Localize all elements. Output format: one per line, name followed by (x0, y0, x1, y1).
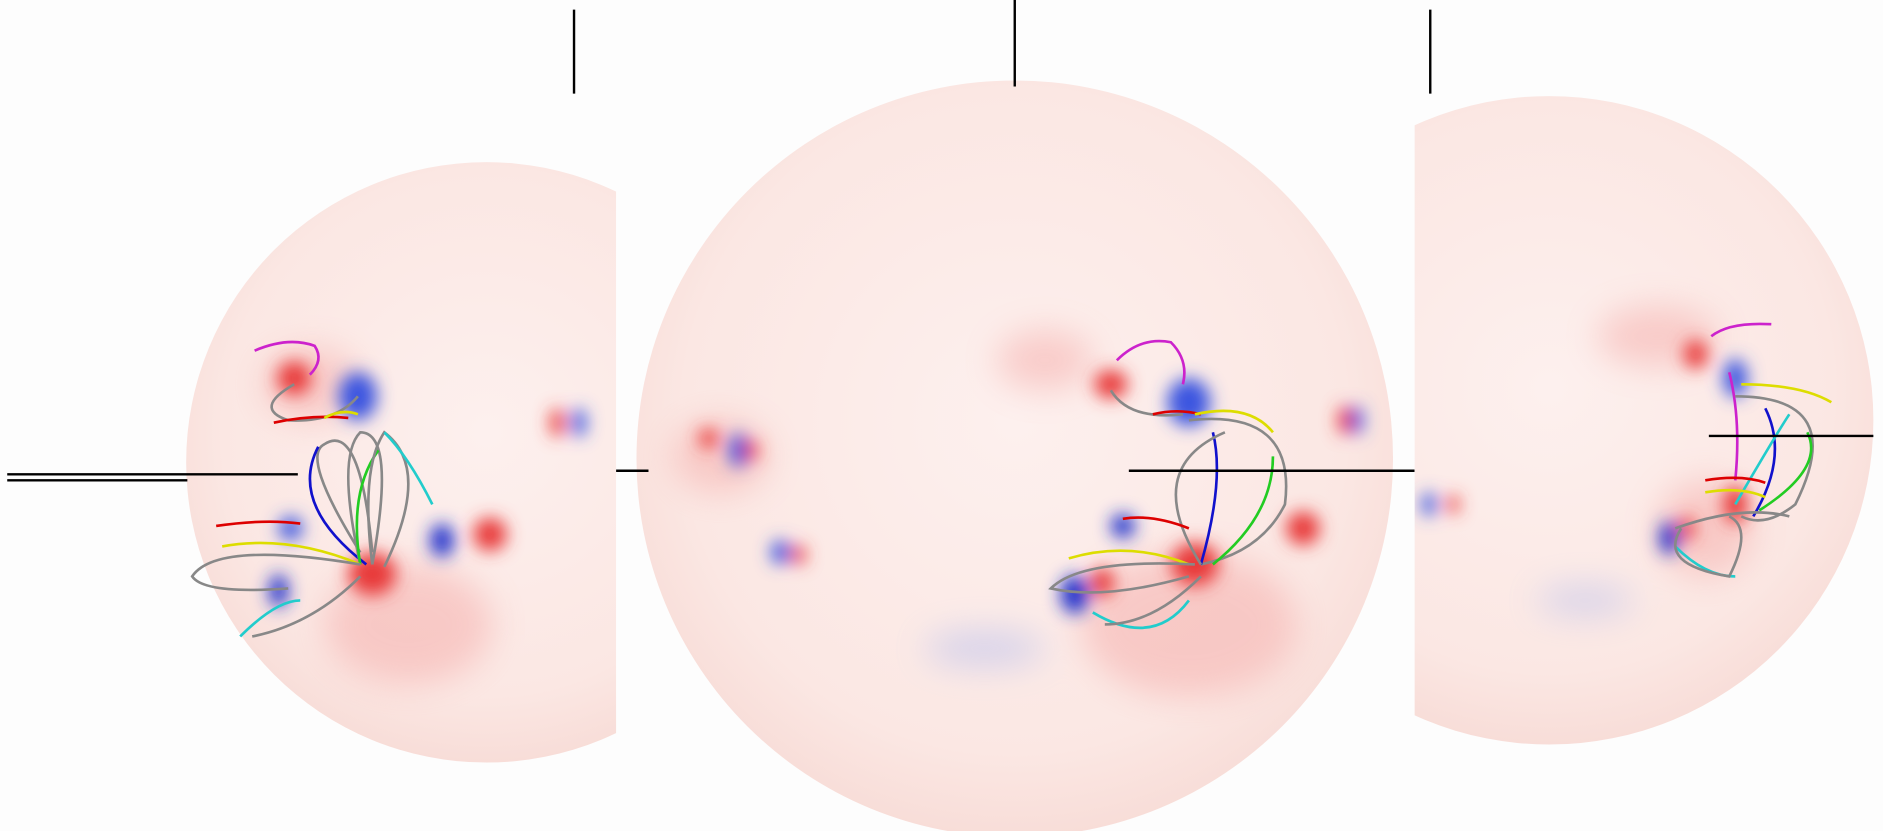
page: {} (0, 0, 1883, 831)
solar-views (0, 0, 1883, 831)
